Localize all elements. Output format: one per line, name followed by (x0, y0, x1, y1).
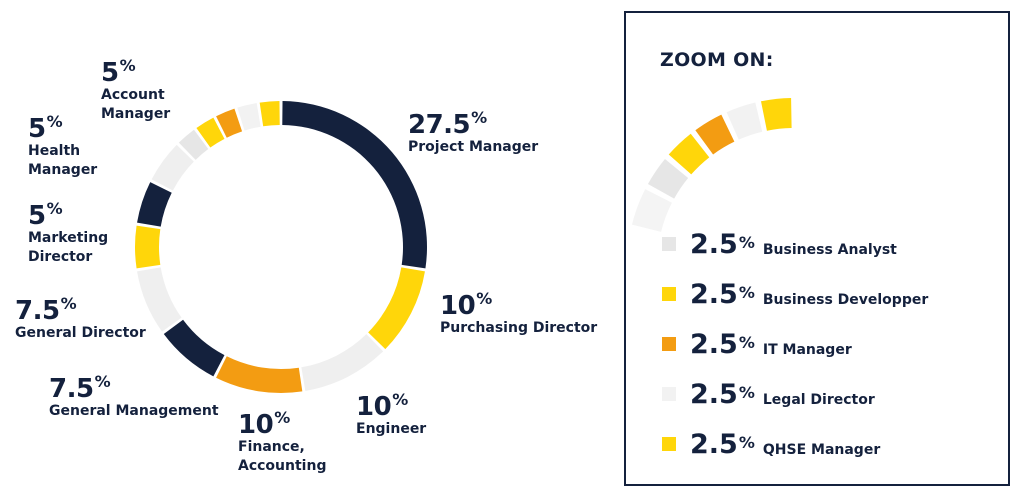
donut-slice-health-manager (137, 182, 172, 227)
legend-item-legal-director: 2.5% Legal Director (662, 376, 875, 412)
donut-slice-project-manager (282, 101, 428, 269)
legend-swatch (662, 387, 676, 401)
donut-slice-general-director (137, 267, 182, 332)
donut-slice-finance-accounting (216, 356, 303, 393)
donut-chart (135, 101, 428, 393)
legend-item-business-developper: 2.5% Business Developper (662, 276, 928, 312)
zoom-title: ZOOM ON: (660, 49, 774, 71)
legend-item-it-manager: 2.5% IT Manager (662, 326, 852, 362)
zoom-slice-business-developper (668, 133, 710, 175)
legend-item-qhse-manager: 2.5% QHSE Manager (662, 426, 880, 462)
donut-slice-purchasing-director (368, 267, 425, 350)
label-purchasing-director: 10% Purchasing Director (440, 289, 598, 337)
donut-slice-business-developper (196, 117, 225, 148)
label-account-manager: 5% Account Manager (101, 56, 171, 122)
zoom-panel: ZOOM ON: 2.5% Business Analyst 2.5% Busi… (624, 11, 1010, 486)
label-engineer: 10% Engineer (356, 390, 427, 438)
donut-slice-general-management (163, 319, 225, 377)
donut-slice-qhse-manager (259, 101, 280, 127)
zoom-arc (631, 98, 792, 232)
legend-swatch (662, 337, 676, 351)
zoom-slice-business-analyst (647, 159, 689, 199)
donut-slice-legal-director (237, 103, 261, 131)
donut-slice-it-manager (216, 108, 243, 138)
zoom-slice-legal-director (726, 102, 763, 140)
label-general-director: 7.5% General Director (15, 294, 146, 342)
label-general-management: 7.5% General Management (49, 372, 219, 420)
legend-item-business-analyst: 2.5% Business Analyst (662, 226, 897, 262)
zoom-slice-lead-in (631, 189, 672, 232)
zoom-slice-qhse-manager (760, 98, 792, 131)
label-marketing-director: 5% Marketing Director (28, 199, 109, 265)
legend-swatch (662, 237, 676, 251)
zoom-slice-it-manager (695, 114, 735, 155)
legend-swatch (662, 437, 676, 451)
donut-slice-business-analyst (178, 129, 209, 160)
donut-slice-marketing-director (135, 225, 161, 269)
label-health-manager: 5% Health Manager (28, 112, 98, 178)
legend-swatch (662, 287, 676, 301)
label-finance-accounting: 10% Finance, Accounting (238, 408, 327, 474)
label-project-manager: 27.5% Project Manager (408, 108, 539, 156)
donut-slice-account-manager (151, 144, 194, 191)
donut-slice-engineer (301, 334, 384, 391)
